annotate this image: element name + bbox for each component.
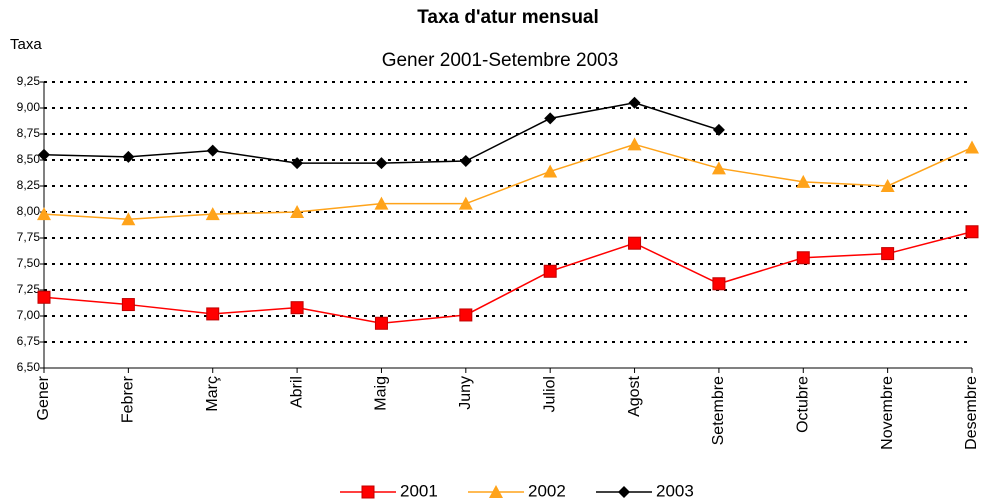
marker xyxy=(121,298,135,312)
y-tick-label: 7,00 xyxy=(17,308,41,322)
marker xyxy=(37,290,51,304)
marker xyxy=(458,196,473,210)
marker xyxy=(361,485,375,499)
marker xyxy=(627,137,642,151)
series-line xyxy=(43,143,973,221)
marker xyxy=(489,485,503,498)
y-tick-label: 6,50 xyxy=(17,360,41,374)
marker xyxy=(38,148,50,161)
marker xyxy=(712,123,725,136)
legend-label: 2001 xyxy=(400,481,438,500)
marker xyxy=(121,212,136,226)
marker xyxy=(543,164,558,178)
x-tick-label: Febrer xyxy=(120,375,137,423)
y-tick-label: 8,25 xyxy=(17,178,41,192)
marker xyxy=(881,247,895,261)
x-tick-label: Octubre xyxy=(794,376,811,433)
chart-title: Taxa d'atur mensual xyxy=(417,7,599,28)
marker xyxy=(290,301,304,315)
y-tick-label: 7,25 xyxy=(17,282,41,296)
y-tick-label: 8,00 xyxy=(17,204,41,218)
y-tick-label: 7,50 xyxy=(17,256,41,270)
legend-label: 2002 xyxy=(528,481,566,500)
x-tick-label: Juny xyxy=(457,376,474,410)
marker xyxy=(544,112,557,125)
x-tick-label: Abril xyxy=(288,376,305,408)
marker xyxy=(628,236,642,250)
marker xyxy=(206,307,220,321)
y-tick-label: 8,75 xyxy=(17,126,41,140)
y-axis-label: Taxa xyxy=(10,36,42,53)
marker xyxy=(796,174,811,188)
y-tick-label: 7,75 xyxy=(17,230,41,244)
x-tick-label: Desembre xyxy=(963,376,980,450)
marker xyxy=(290,205,305,218)
marker xyxy=(965,140,979,154)
marker xyxy=(880,179,895,192)
y-tick-label: 6,75 xyxy=(17,334,41,348)
x-tick-label: Gener xyxy=(35,375,52,420)
x-tick-label: Setembre xyxy=(710,376,727,445)
series-line xyxy=(43,231,973,325)
x-tick-label: Agost xyxy=(626,375,643,416)
x-tick-label: Maig xyxy=(373,376,390,411)
marker xyxy=(374,316,388,330)
marker xyxy=(459,308,473,322)
y-tick-label: 9,25 xyxy=(17,74,41,88)
x-tick-label: Març xyxy=(204,376,221,412)
y-tick-label: 9,00 xyxy=(17,100,41,114)
marker xyxy=(965,225,979,239)
marker xyxy=(618,486,630,498)
x-tick-label: Novembre xyxy=(879,376,896,450)
x-tick-label: Juliol xyxy=(541,376,558,412)
marker xyxy=(543,264,557,278)
marker xyxy=(37,207,51,221)
marker xyxy=(796,251,810,265)
marker xyxy=(711,161,726,175)
marker xyxy=(291,157,304,170)
marker xyxy=(374,196,389,210)
marker xyxy=(206,144,219,157)
legend-label: 2003 xyxy=(656,481,694,500)
marker xyxy=(205,207,220,221)
chart-subtitle: Gener 2001-Setembre 2003 xyxy=(382,50,619,71)
marker xyxy=(712,277,726,291)
series-line xyxy=(43,102,720,164)
marker xyxy=(628,96,641,109)
marker xyxy=(459,155,472,168)
marker xyxy=(122,150,135,163)
y-tick-label: 8,50 xyxy=(17,152,41,166)
marker xyxy=(375,157,388,170)
